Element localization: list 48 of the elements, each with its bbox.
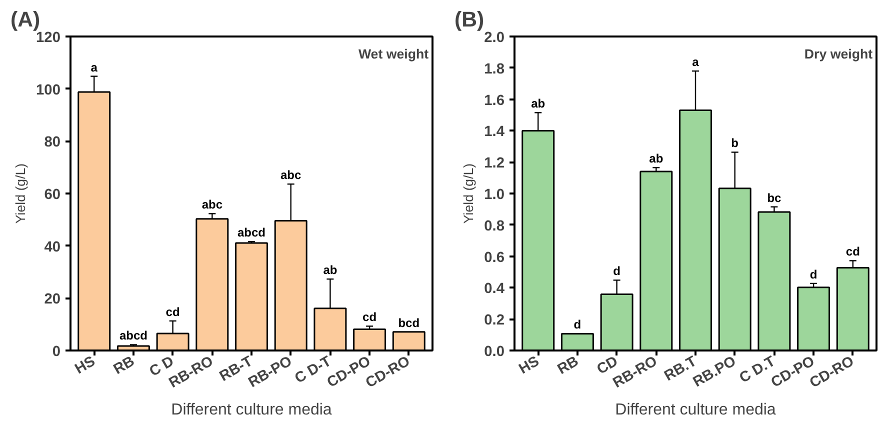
y-tick-label: 0.6: [484, 250, 504, 266]
y-tick-label: 1.0: [484, 187, 504, 203]
x-tick-label: HS: [72, 353, 98, 378]
x-tick-label: HS: [516, 353, 542, 378]
annotation: cd: [846, 244, 860, 259]
y-tick-label: 0.8: [484, 218, 504, 234]
y-tick-label: 1.6: [484, 92, 504, 109]
annotation: bc: [767, 190, 782, 205]
annotation: d: [574, 318, 582, 332]
annotation: d: [613, 264, 620, 278]
annotation: a: [90, 60, 98, 74]
x-tick-label: RB: [555, 354, 582, 378]
annotation: abc: [280, 168, 302, 182]
y-tick-label: 80: [44, 134, 61, 151]
y-tick-label: 20: [44, 292, 61, 308]
x-axis-title: Different culture media: [171, 401, 332, 418]
annotation: ab: [531, 96, 546, 111]
y-tick-label: 0.0: [484, 344, 504, 360]
y-tick-label: 1.8: [484, 61, 504, 78]
y-tick-label: 60: [44, 187, 61, 203]
annotation: ab: [649, 152, 664, 166]
y-tick-label: 100: [36, 82, 61, 98]
x-axis-title: Different culture media: [615, 401, 776, 418]
annotation: a: [692, 55, 700, 70]
annotation: b: [731, 136, 739, 150]
annotation: bcd: [398, 316, 420, 330]
y-tick-label: 0.4: [484, 281, 506, 298]
y-tick-label: 40: [44, 239, 61, 256]
y-tick-label: 1.2: [484, 156, 504, 172]
x-tick-label: RB: [111, 354, 138, 378]
y-tick-label: 1.4: [484, 124, 506, 140]
y-tick-label: 0: [52, 344, 61, 360]
y-axis-title: Yield (g/L): [13, 163, 28, 224]
annotation: ab: [323, 263, 338, 278]
annotation: abcd: [119, 328, 148, 343]
annotation: abcd: [237, 226, 266, 240]
y-tick-label: 2.0: [484, 30, 504, 46]
annotation: Dry weight: [804, 46, 874, 62]
annotation: Wet weight: [358, 46, 430, 62]
y-axis-title: Yield (g/L): [461, 163, 476, 224]
annotation: cd: [166, 304, 180, 319]
y-tick-label: 120: [36, 30, 61, 46]
chart-title: (A): [10, 8, 40, 32]
annotation: d: [810, 267, 818, 282]
annotation: abc: [202, 198, 223, 212]
y-tick-label: 0.2: [484, 312, 504, 329]
chart-title: (B): [454, 8, 484, 32]
annotation: cd: [362, 310, 377, 324]
